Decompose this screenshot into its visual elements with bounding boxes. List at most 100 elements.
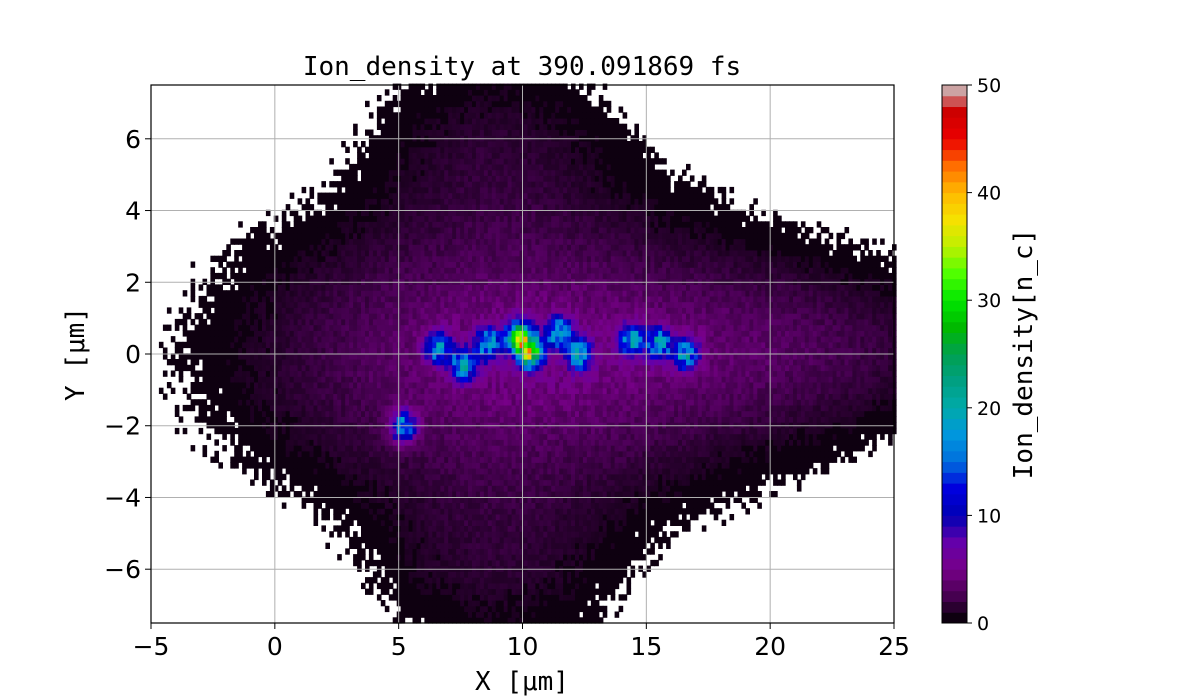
heatmap-cell	[468, 209, 473, 217]
heatmap-cell	[460, 404, 465, 412]
heatmap-cell	[428, 410, 433, 417]
heatmap-cell	[321, 359, 326, 366]
heatmap-cell	[464, 450, 469, 458]
heatmap-cell	[428, 209, 433, 217]
heatmap-cell	[483, 514, 489, 521]
heatmap-cell	[479, 89, 485, 96]
heatmap-cell	[305, 324, 311, 331]
heatmap-cell	[301, 307, 307, 314]
heatmap-cell	[448, 376, 453, 383]
heatmap-cell	[337, 479, 342, 486]
heatmap-cell	[376, 204, 382, 211]
heatmap-cell	[258, 221, 263, 228]
heatmap-cell	[333, 255, 338, 262]
heatmap-cell	[408, 427, 414, 435]
heatmap-cell	[353, 450, 358, 458]
heatmap-cell	[420, 100, 426, 108]
heatmap-cell	[353, 496, 358, 503]
heatmap-cell	[238, 445, 243, 452]
heatmap-cell	[408, 152, 414, 159]
heatmap-cell	[210, 353, 215, 360]
heatmap-cell	[313, 519, 319, 526]
heatmap-cell	[479, 272, 485, 280]
heatmap-cell	[428, 152, 433, 159]
heatmap-cell	[349, 169, 354, 176]
heatmap-cell	[384, 198, 390, 205]
heatmap-cell	[317, 284, 322, 291]
heatmap-cell	[424, 514, 429, 521]
heatmap-cell	[321, 496, 326, 503]
heatmap-cell	[424, 582, 429, 590]
heatmap-cell	[218, 353, 223, 360]
heatmap-cell	[468, 617, 473, 624]
heatmap-cell	[329, 450, 334, 458]
heatmap-cell	[416, 450, 422, 458]
heatmap-cell	[388, 175, 394, 182]
heatmap-cell	[448, 364, 453, 372]
heatmap-cell	[329, 330, 334, 337]
heatmap-cell	[254, 295, 259, 303]
heatmap-cell	[464, 376, 469, 383]
heatmap-cell	[309, 450, 315, 458]
heatmap-cell	[404, 359, 410, 366]
heatmap-cell	[289, 433, 295, 440]
heatmap-cell	[218, 382, 223, 389]
heatmap-cell	[404, 491, 410, 498]
heatmap-cell	[440, 209, 445, 217]
heatmap-cell	[448, 468, 453, 475]
heatmap-cell	[456, 221, 461, 228]
heatmap-cell	[305, 267, 311, 274]
heatmap-cell	[285, 468, 291, 475]
heatmap-cell	[325, 301, 330, 308]
heatmap-cell	[337, 531, 342, 538]
heatmap-cell	[428, 450, 433, 458]
heatmap-cell	[210, 324, 215, 331]
heatmap-cell	[365, 250, 370, 257]
heatmap-cell	[456, 152, 461, 159]
heatmap-cell	[440, 433, 445, 440]
heatmap-cell	[468, 473, 473, 481]
heatmap-cell	[234, 387, 239, 394]
heatmap-cell	[436, 485, 441, 492]
heatmap-cell	[218, 307, 223, 314]
heatmap-cell	[380, 341, 386, 349]
heatmap-cell	[388, 473, 394, 481]
heatmap-cell	[214, 313, 219, 320]
heatmap-cell	[238, 330, 243, 337]
heatmap-cell	[388, 479, 394, 486]
heatmap-cell	[361, 359, 366, 366]
heatmap-cell	[226, 404, 231, 412]
heatmap-cell	[305, 399, 311, 406]
heatmap-cell	[464, 261, 469, 268]
heatmap-cell	[408, 370, 414, 377]
heatmap-cell	[400, 169, 406, 176]
heatmap-cell	[408, 404, 414, 412]
heatmap-cell	[281, 232, 287, 240]
heatmap-cell	[483, 175, 489, 182]
heatmap-cell	[491, 594, 497, 601]
heatmap-cell	[416, 250, 422, 257]
heatmap-cell	[325, 209, 330, 217]
heatmap-cell	[404, 605, 410, 613]
heatmap-cell	[289, 324, 295, 331]
heatmap-cell	[464, 232, 469, 240]
heatmap-cell	[285, 290, 291, 297]
heatmap-cell	[472, 129, 477, 136]
heatmap-cell	[404, 582, 410, 590]
heatmap-cell	[234, 399, 239, 406]
heatmap-cell	[333, 341, 338, 349]
heatmap-cell	[182, 341, 188, 349]
heatmap-cell	[472, 600, 477, 607]
heatmap-cell	[368, 525, 374, 532]
heatmap-cell	[380, 295, 386, 303]
heatmap-cell	[258, 238, 263, 245]
heatmap-cell	[317, 399, 322, 406]
heatmap-cell	[464, 192, 469, 199]
heatmap-cell	[412, 502, 418, 509]
heatmap-cell	[408, 238, 414, 245]
heatmap-cell	[226, 364, 231, 372]
heatmap-cell	[317, 353, 322, 360]
heatmap-cell	[412, 359, 418, 366]
heatmap-cell	[491, 313, 497, 320]
heatmap-cell	[357, 473, 362, 481]
